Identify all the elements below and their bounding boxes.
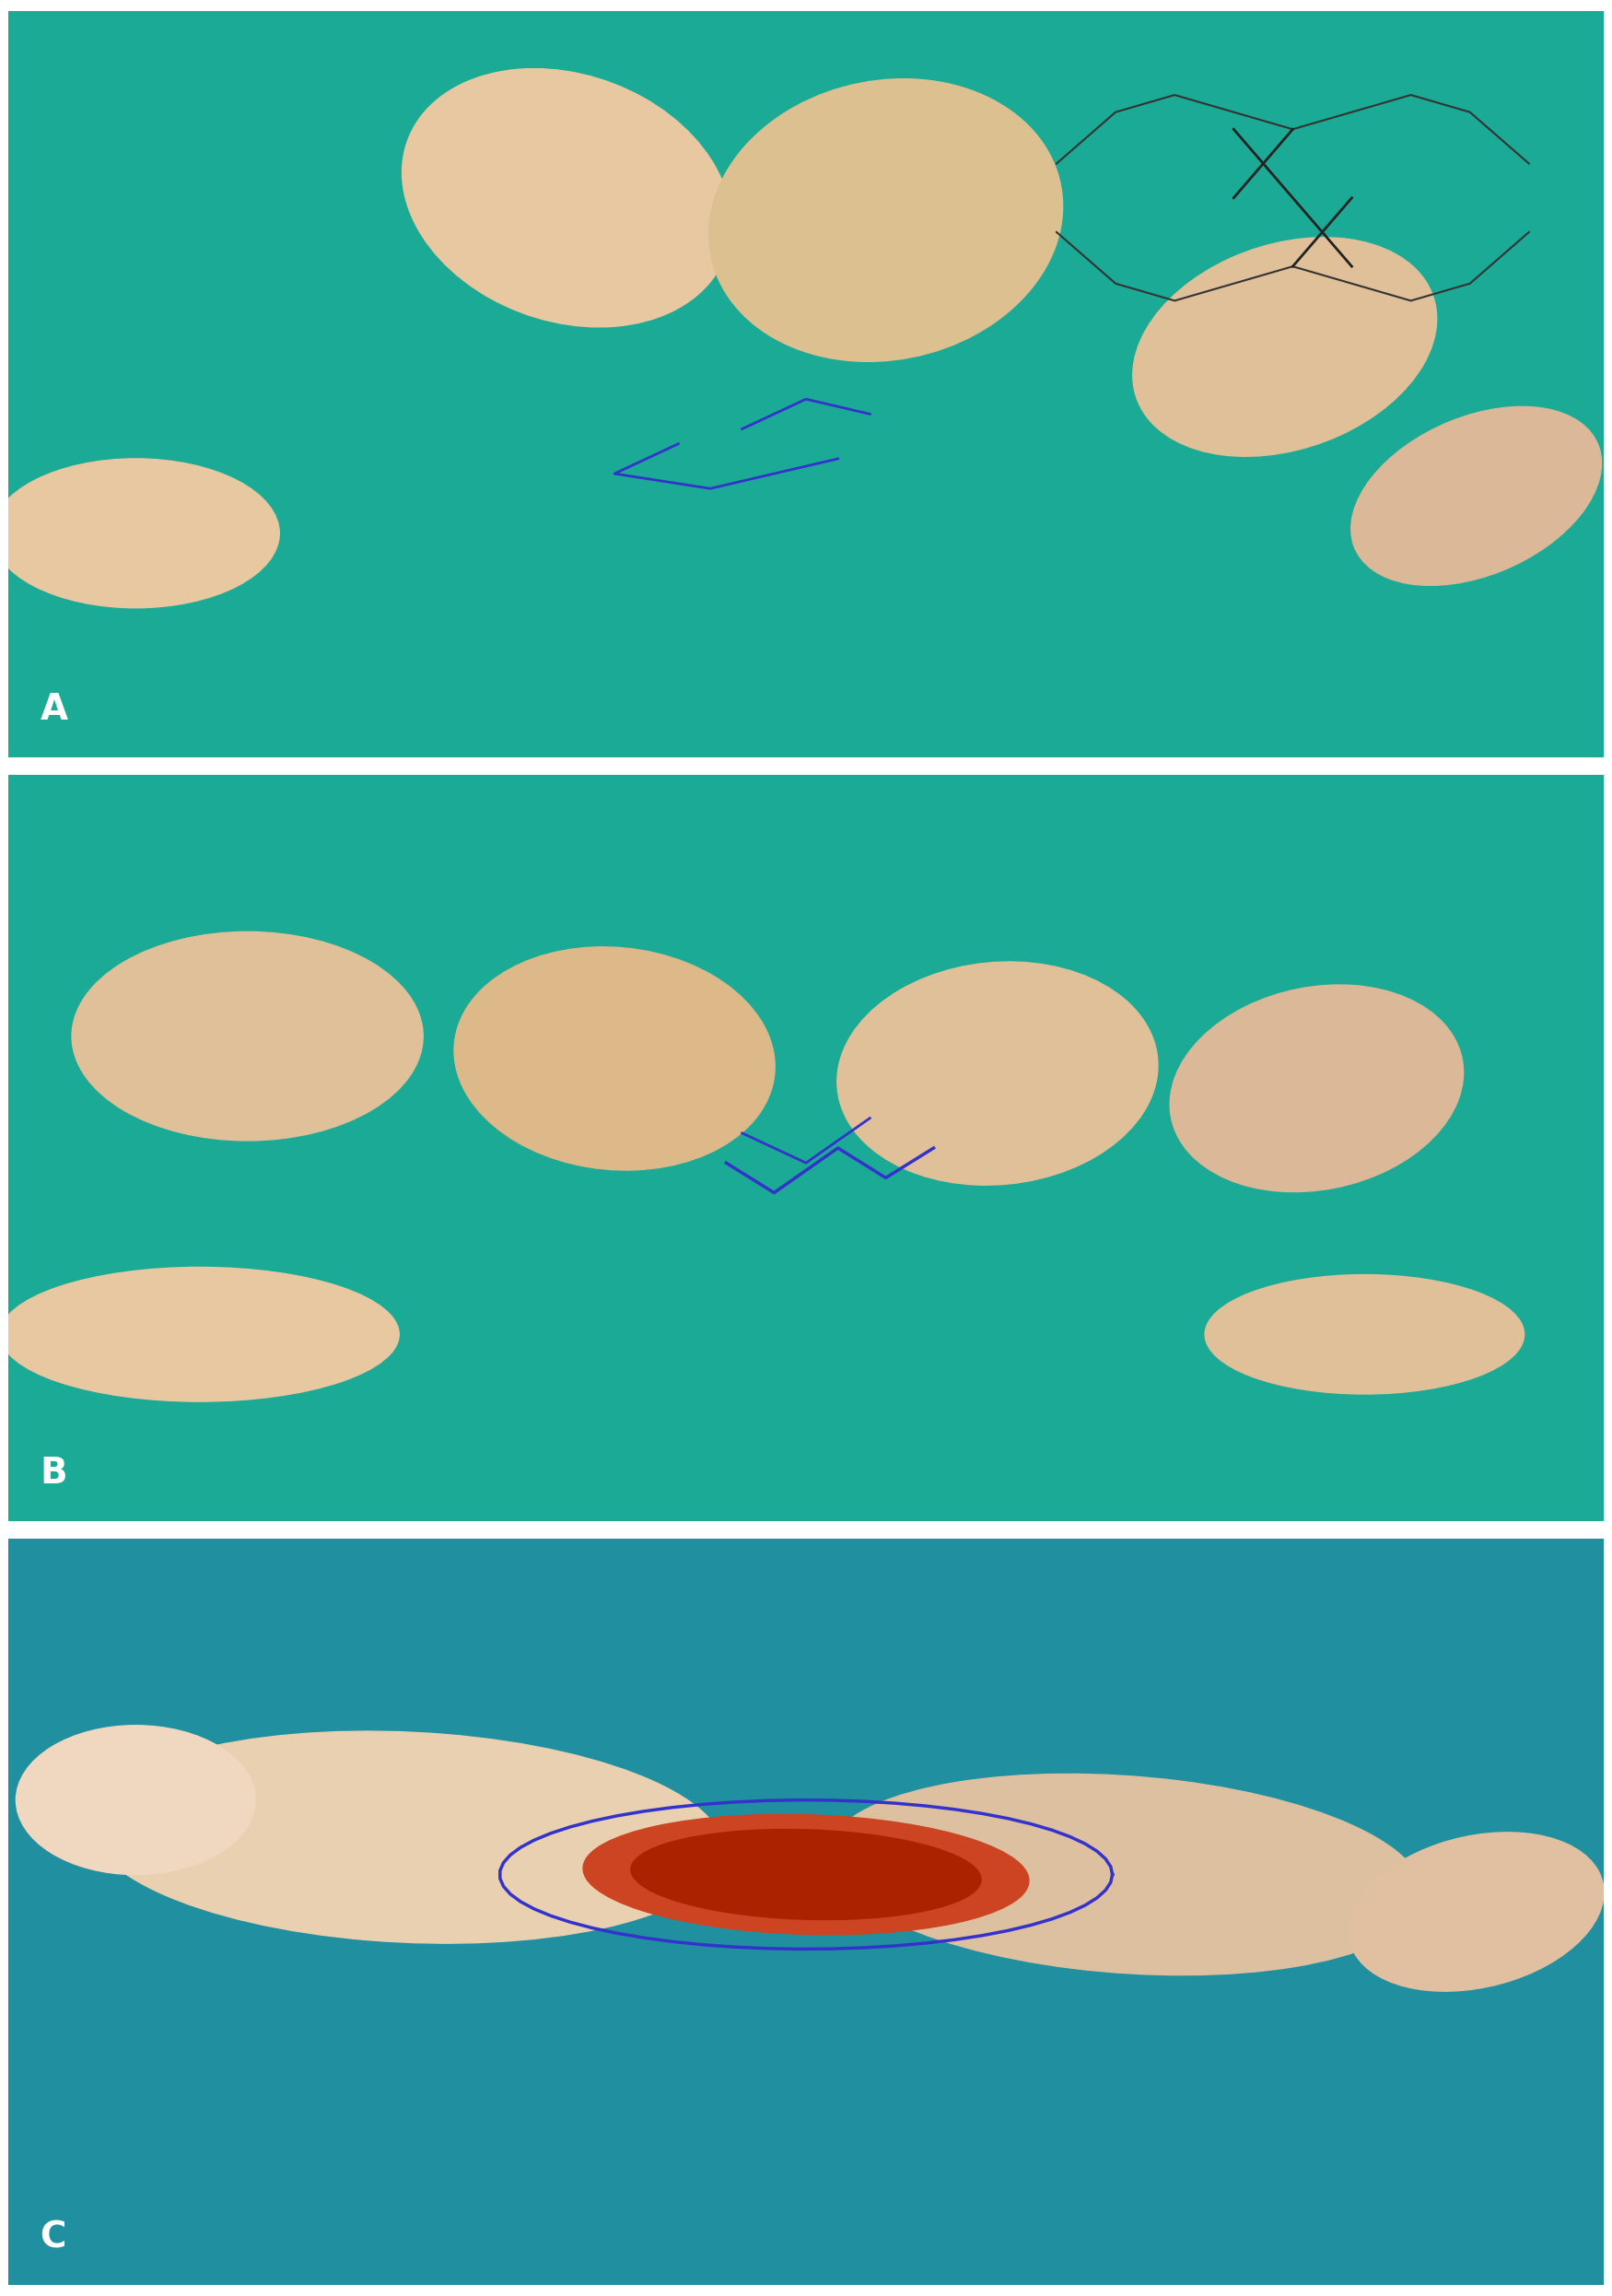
- Ellipse shape: [584, 1814, 1028, 1936]
- Ellipse shape: [455, 946, 775, 1171]
- Ellipse shape: [0, 459, 279, 608]
- Ellipse shape: [90, 1731, 724, 1942]
- Text: C: C: [40, 2213, 66, 2248]
- Ellipse shape: [0, 1267, 400, 1401]
- Text: B: B: [40, 1456, 68, 1490]
- Ellipse shape: [827, 1775, 1423, 1975]
- Text: A: A: [40, 684, 68, 719]
- Ellipse shape: [1170, 985, 1464, 1192]
- Text: B: B: [40, 1449, 68, 1483]
- Ellipse shape: [709, 78, 1062, 360]
- Ellipse shape: [837, 962, 1157, 1185]
- Ellipse shape: [1206, 1274, 1525, 1394]
- Text: A: A: [40, 691, 68, 728]
- Ellipse shape: [16, 1727, 255, 1874]
- Ellipse shape: [1351, 406, 1601, 585]
- Ellipse shape: [1133, 236, 1436, 457]
- Ellipse shape: [630, 1830, 982, 1919]
- Ellipse shape: [1349, 1832, 1604, 1991]
- Ellipse shape: [401, 69, 732, 326]
- Text: C: C: [40, 2220, 66, 2255]
- Ellipse shape: [73, 932, 422, 1141]
